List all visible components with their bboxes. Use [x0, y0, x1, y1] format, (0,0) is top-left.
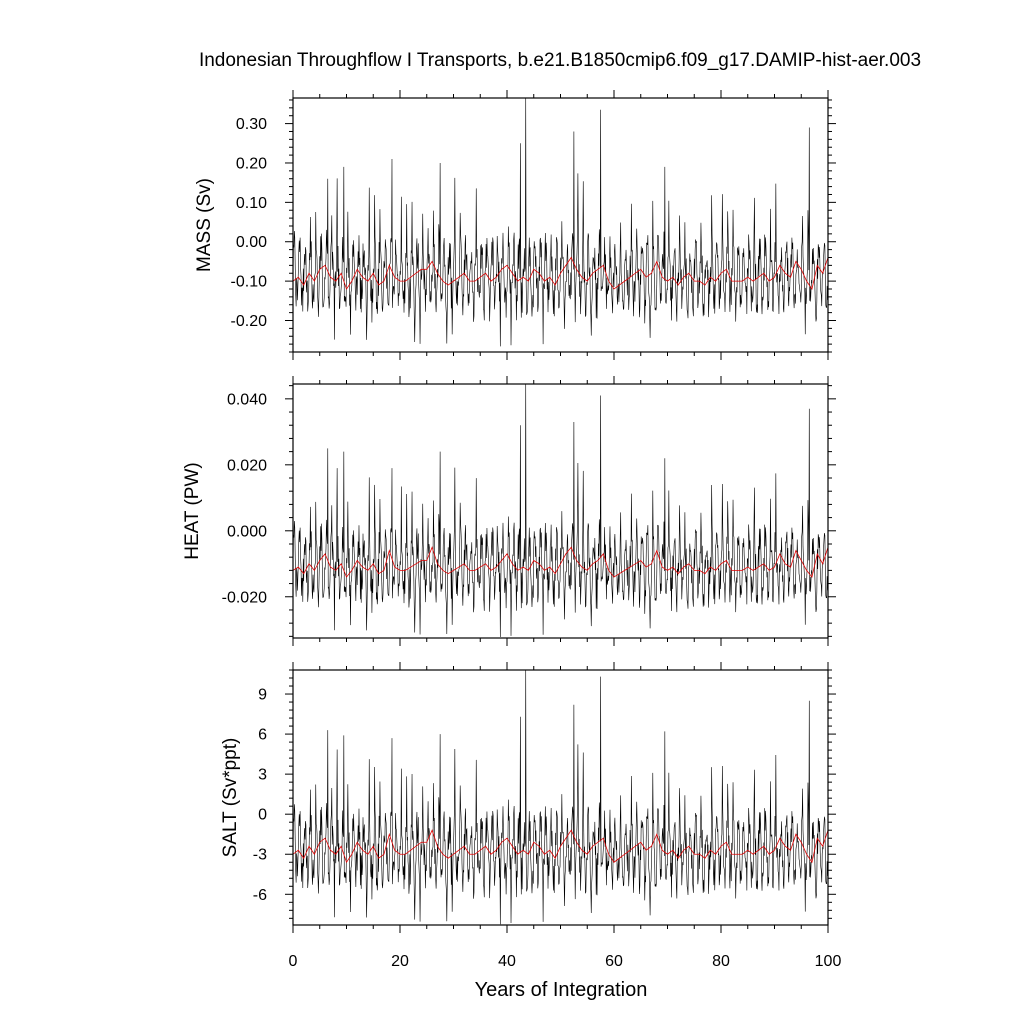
- heat-annual-series: [293, 546, 828, 578]
- panel-heat: -0.020 0.000 0.020 0.040 HEAT (PW): [182, 376, 836, 646]
- x-tick-label: 80: [712, 953, 730, 970]
- mass-annual-series: [293, 256, 828, 290]
- heat-annual-line: [293, 546, 828, 578]
- mass-plot-frame: [292, 97, 829, 353]
- salt-monthly-line: [293, 670, 828, 925]
- y-tick-label: -0.20: [231, 313, 268, 330]
- y-tick-label: 6: [258, 727, 267, 744]
- y-tick-label: 9: [258, 687, 267, 704]
- y-tick-label: 0.20: [236, 155, 267, 172]
- y-tick-label: -0.020: [222, 589, 267, 606]
- y-tick-label: 0.020: [227, 457, 267, 474]
- mass-monthly-series: [293, 98, 828, 347]
- panel-mass: -0.20 -0.10 0.00 0.10 0.20 0.30 MASS (Sv): [194, 90, 836, 360]
- x-tick-label: 20: [391, 953, 409, 970]
- salt-monthly-series: [293, 670, 828, 925]
- mass-frame: [292, 97, 829, 353]
- heat-ticks: [285, 376, 836, 646]
- x-tick-labels: 0 20 40 60 80 100: [289, 953, 842, 970]
- mass-annual-line: [293, 256, 828, 290]
- salt-y-axis-label: SALT (Sv*ppt): [220, 738, 241, 858]
- heat-plot-frame: [292, 383, 829, 639]
- heat-monthly-series: [293, 384, 828, 638]
- salt-ticks: [285, 662, 836, 933]
- y-tick-label: 3: [258, 767, 267, 784]
- x-tick-label: 60: [605, 953, 623, 970]
- y-tick-label: 0.30: [236, 116, 267, 133]
- y-tick-label: -6: [253, 887, 267, 904]
- salt-annual-line: [293, 829, 828, 864]
- heat-y-axis-label: HEAT (PW): [182, 462, 203, 559]
- y-tick-label: -3: [253, 847, 267, 864]
- salt-y-tick-labels: -6 -3 0 3 6 9: [253, 687, 267, 904]
- y-tick-label: 0.040: [227, 391, 267, 408]
- x-axis-label: Years of Integration: [475, 979, 648, 1001]
- mass-y-tick-labels: -0.20 -0.10 0.00 0.10 0.20 0.30: [231, 116, 268, 330]
- y-tick-label: 0.00: [236, 234, 267, 251]
- panel-salt: -6 -3 0 3 6 9 SALT (Sv*ppt): [220, 662, 836, 933]
- heat-y-tick-labels: -0.020 0.000 0.020 0.040: [222, 391, 267, 606]
- mass-monthly-line: [293, 98, 828, 347]
- salt-plot-frame: [292, 669, 829, 926]
- mass-ticks: [285, 90, 836, 360]
- heat-monthly-line: [293, 384, 828, 638]
- x-tick-label: 100: [815, 953, 842, 970]
- y-tick-label: -0.10: [231, 274, 268, 291]
- y-tick-label: 0: [258, 807, 267, 824]
- x-tick-label: 40: [498, 953, 516, 970]
- salt-annual-series: [293, 829, 828, 864]
- chart-title: Indonesian Throughflow I Transports, b.e…: [199, 50, 921, 71]
- salt-frame: [292, 669, 829, 926]
- y-tick-label: 0.10: [236, 195, 267, 212]
- mass-y-axis-label: MASS (Sv): [194, 178, 215, 272]
- y-tick-label: 0.000: [227, 523, 267, 540]
- x-tick-label: 0: [289, 953, 298, 970]
- heat-frame: [292, 383, 829, 639]
